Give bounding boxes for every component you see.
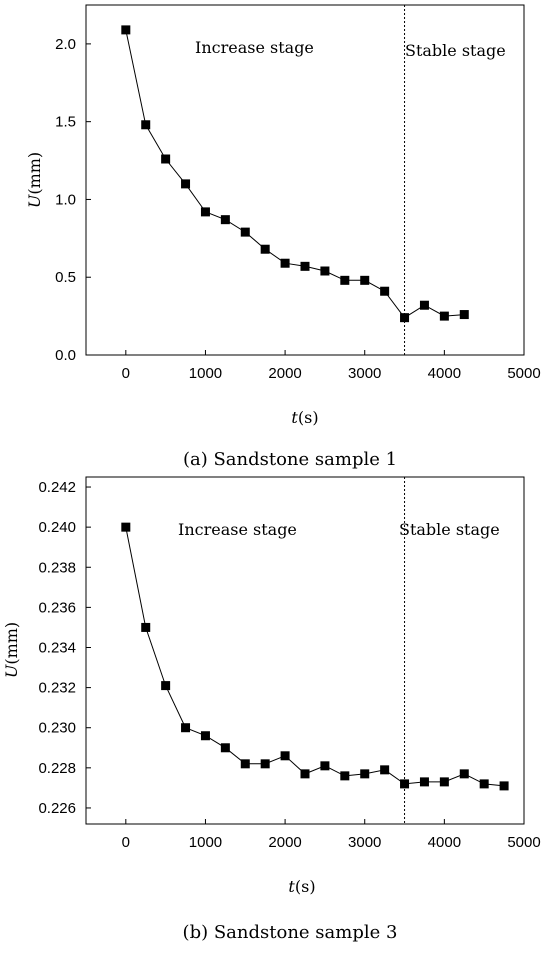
data-point [141,622,151,632]
y-tick-label: 2.0 [55,36,76,53]
caption-a: (a) Sandstone sample 1 [183,449,397,470]
data-point [220,743,230,753]
y-tick-label: 0.230 [38,720,76,737]
data-point [340,275,350,285]
y-tick-label: 0.242 [38,479,76,496]
data-point [400,779,410,789]
data-point [419,777,429,787]
data-point [459,310,469,320]
y-tick-label: 0.238 [38,559,76,576]
y-tick-label: 0.234 [38,639,76,656]
panel-b: Increase stage Stable stage t(s) U(mm) (… [2,476,541,943]
y-tick-label: 0.236 [38,599,76,616]
data-point [121,25,131,35]
x-tick-label: 3000 [348,365,381,382]
data-point [280,751,290,761]
data-point [380,765,390,775]
increase-stage-label: Increase stage [178,520,297,539]
data-point [280,258,290,268]
data-point [240,227,250,237]
x-axis-label: t(s) [288,877,315,896]
x-tick-label: 4000 [428,365,461,382]
data-point [340,771,350,781]
data-point [260,759,270,769]
y-tick-label: 0.232 [38,680,76,697]
y-tick-label: 0.0 [55,347,76,364]
data-point [181,179,191,189]
data-point [181,723,191,733]
data-point [121,522,131,532]
data-point [161,681,171,691]
panel-a: Increase stage Stable stage t(s) U(mm) (… [25,4,541,470]
stable-stage-label: Stable stage [405,41,506,60]
data-point [320,761,330,771]
data-point [161,154,171,164]
data-point [419,300,429,310]
data-point [360,769,370,779]
stable-stage-label: Stable stage [399,520,500,539]
data-point [220,215,230,225]
increase-stage-label: Increase stage [195,38,314,57]
x-tick-label: 5000 [507,834,540,851]
data-point [499,781,509,791]
data-point [141,120,151,130]
x-tick-label: 0 [122,365,130,382]
data-point [300,769,310,779]
x-tick-label: 2000 [268,834,301,851]
y-tick-label: 0.228 [38,760,76,777]
x-axis-label: t(s) [291,408,318,427]
x-tick-label: 2000 [268,365,301,382]
x-tick-label: 0 [122,834,130,851]
x-tick-label: 1000 [189,365,222,382]
y-axis-label: U(mm) [25,152,44,208]
data-point [300,261,310,271]
y-tick-label: 0.240 [38,519,76,536]
data-point [260,244,270,254]
x-tick-label: 4000 [428,834,461,851]
x-tick-label: 3000 [348,834,381,851]
plot-frame [85,476,525,825]
data-point [240,759,250,769]
caption-b: (b) Sandstone sample 3 [183,922,398,943]
data-point [479,779,489,789]
y-tick-label: 0.5 [55,269,76,286]
series-line [125,527,505,787]
plot-frame [85,4,525,356]
series-line [125,29,465,319]
x-tick-label: 1000 [189,834,222,851]
data-point [439,311,449,321]
y-axis-label: U(mm) [2,622,21,678]
data-point [439,777,449,787]
data-point [200,207,210,217]
y-tick-label: 1.5 [55,114,76,131]
data-point [400,313,410,323]
y-tick-label: 1.0 [55,191,76,208]
y-tick-label: 0.226 [38,800,76,817]
x-tick-label: 5000 [507,365,540,382]
data-point [459,769,469,779]
data-point [380,286,390,296]
data-point [360,275,370,285]
data-point [320,266,330,276]
data-point [200,731,210,741]
